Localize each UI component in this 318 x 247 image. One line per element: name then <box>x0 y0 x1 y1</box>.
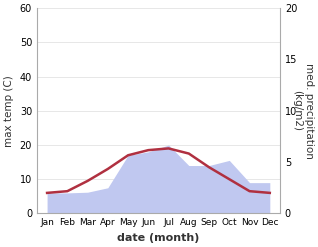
Y-axis label: max temp (C): max temp (C) <box>4 75 14 147</box>
X-axis label: date (month): date (month) <box>117 233 200 243</box>
Y-axis label: med. precipitation
(kg/m2): med. precipitation (kg/m2) <box>292 63 314 159</box>
